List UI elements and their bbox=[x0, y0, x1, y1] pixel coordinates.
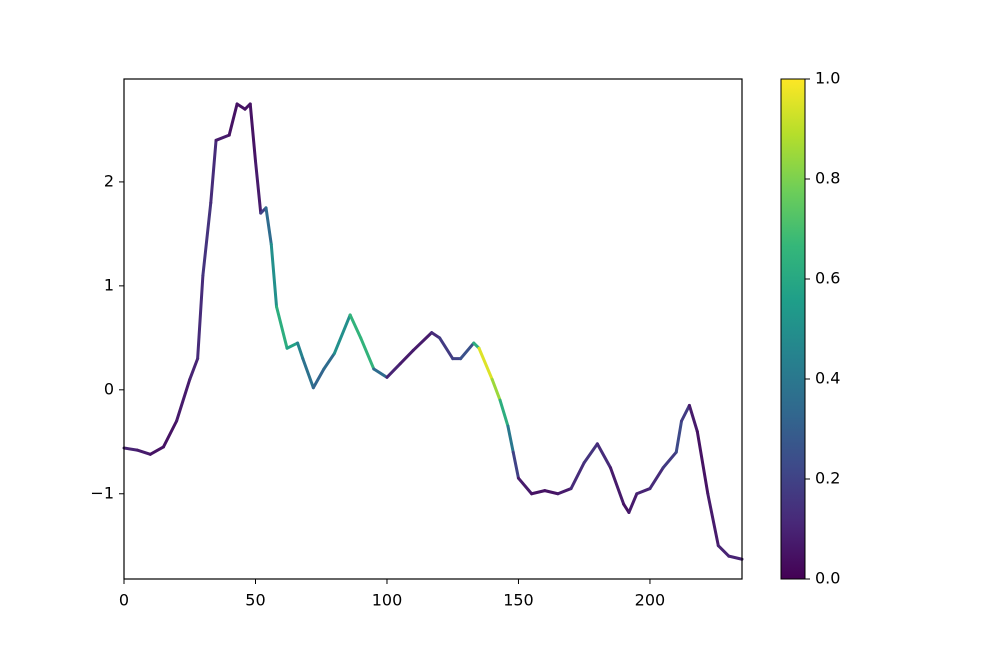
line-segment bbox=[275, 305, 289, 350]
line-segment bbox=[201, 201, 213, 277]
line-segment bbox=[411, 331, 434, 352]
line-segment bbox=[727, 554, 744, 561]
line-segment bbox=[372, 367, 389, 379]
line-segment bbox=[285, 341, 300, 350]
x-tick-label: 50 bbox=[245, 591, 265, 610]
y-tick-label: −1 bbox=[90, 483, 114, 502]
line-segment bbox=[322, 351, 336, 371]
line-segment bbox=[385, 362, 402, 379]
line-segment bbox=[627, 492, 639, 514]
line-segment bbox=[661, 450, 678, 470]
line-segment bbox=[609, 466, 626, 506]
line-segment bbox=[506, 424, 515, 454]
line-segment bbox=[674, 419, 684, 454]
line-segment bbox=[477, 346, 494, 381]
line-segment bbox=[398, 348, 415, 366]
line-segment bbox=[311, 367, 326, 390]
y-tick-label: 1 bbox=[104, 275, 114, 294]
line-segment bbox=[706, 492, 720, 548]
line-segment bbox=[635, 487, 652, 496]
colorbar-tick-label: 0.6 bbox=[815, 269, 840, 288]
line-segment bbox=[332, 313, 352, 355]
y-tick-label: 0 bbox=[104, 379, 114, 398]
colorbar bbox=[780, 78, 806, 580]
line-segment bbox=[227, 102, 239, 137]
line-segment bbox=[301, 357, 315, 390]
line-segment bbox=[687, 403, 699, 433]
colorbar-tick-label: 0.0 bbox=[815, 569, 840, 588]
x-tick-label: 200 bbox=[635, 591, 666, 610]
line-segment bbox=[511, 450, 520, 480]
line-segment bbox=[556, 487, 573, 496]
line-segment bbox=[235, 102, 247, 111]
plot-frame bbox=[123, 78, 743, 580]
x-tick-label: 150 bbox=[503, 591, 534, 610]
y-tick-label: 2 bbox=[104, 171, 114, 190]
x-tick-label: 0 bbox=[119, 591, 129, 610]
line-segment bbox=[716, 544, 731, 558]
colorbar-tick-label: 0.4 bbox=[815, 369, 840, 388]
line-segment bbox=[582, 442, 599, 465]
line-segment bbox=[296, 341, 305, 361]
x-tick-label: 100 bbox=[372, 591, 403, 610]
line-segment bbox=[196, 273, 205, 361]
line-segment bbox=[148, 445, 165, 456]
line-segment bbox=[175, 377, 192, 423]
colorbar-tick-label: 0.2 bbox=[815, 469, 840, 488]
line-segment bbox=[595, 442, 613, 470]
line-segment bbox=[543, 489, 560, 496]
line-segment bbox=[648, 466, 665, 491]
colorbar-tick-label: 0.8 bbox=[815, 169, 840, 188]
line-segment bbox=[253, 159, 263, 215]
line-segment bbox=[348, 313, 363, 340]
line-segment bbox=[695, 429, 710, 496]
line-segment bbox=[498, 398, 510, 428]
line-segment bbox=[269, 242, 279, 309]
line-segment bbox=[135, 448, 152, 456]
line-segment bbox=[430, 331, 442, 340]
line-segment bbox=[248, 102, 257, 163]
line-segment bbox=[438, 336, 455, 361]
line-segment bbox=[459, 341, 476, 361]
line-segment bbox=[122, 446, 139, 452]
line-segment bbox=[516, 476, 534, 496]
colorbar-tick-label: 1.0 bbox=[815, 69, 840, 88]
line-segment bbox=[359, 336, 376, 371]
line-segment bbox=[209, 138, 218, 205]
line-segment bbox=[490, 377, 502, 402]
line-segment bbox=[264, 206, 273, 246]
line-segment bbox=[530, 489, 547, 496]
line-segment bbox=[214, 133, 231, 142]
line-segment bbox=[188, 357, 200, 381]
line-segment bbox=[680, 403, 691, 423]
line-segment bbox=[161, 419, 179, 449]
line-segment bbox=[569, 461, 586, 491]
